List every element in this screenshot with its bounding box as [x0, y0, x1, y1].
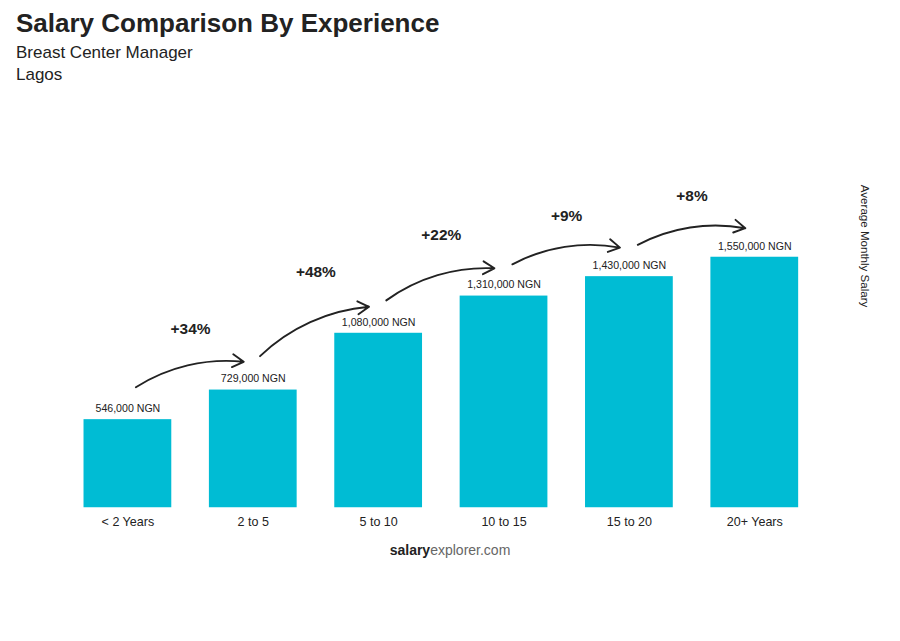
svg-text:2 to 5: 2 to 5	[238, 515, 269, 529]
svg-text:1,310,000 NGN: 1,310,000 NGN	[467, 278, 541, 290]
html-text:salary explorer.com: salary explorer.com	[389, 542, 511, 559]
svg-text:1,080,000 NGN: 1,080,000 NGN	[342, 316, 416, 328]
svg-text:546,000 NGN: 546,000 NGN	[95, 402, 160, 414]
svg-text:1,550,000 NGN: 1,550,000 NGN	[718, 240, 792, 252]
svg-text:15 to 20: 15 to 20	[607, 515, 652, 529]
svg-text:10 to 15: 10 to 15	[481, 515, 526, 529]
svg-text:729,000 NGN: 729,000 NGN	[221, 372, 286, 384]
svg-text:+22%: +22%	[421, 226, 461, 243]
svg-text:< 2 Years: < 2 Years	[102, 515, 155, 529]
svg-text:+9%: +9%	[551, 207, 583, 224]
svg-text:1,430,000 NGN: 1,430,000 NGN	[593, 259, 667, 271]
html-text:Salary Comparison By Experienc: Salary Comparison By Experience	[16, 8, 440, 38]
svg-text:+34%: +34%	[171, 320, 211, 337]
svg-text:+48%: +48%	[296, 263, 336, 280]
svg-text:+8%: +8%	[676, 187, 708, 204]
html-text:Breast Center Manager: Breast Center Manager	[16, 43, 193, 62]
svg-text:Average Monthly Salary: Average Monthly Salary	[859, 185, 871, 308]
svg-text:5 to 10: 5 to 10	[359, 515, 397, 529]
svg-text:20+ Years: 20+ Years	[727, 515, 783, 529]
html-text:Lagos: Lagos	[16, 65, 63, 84]
